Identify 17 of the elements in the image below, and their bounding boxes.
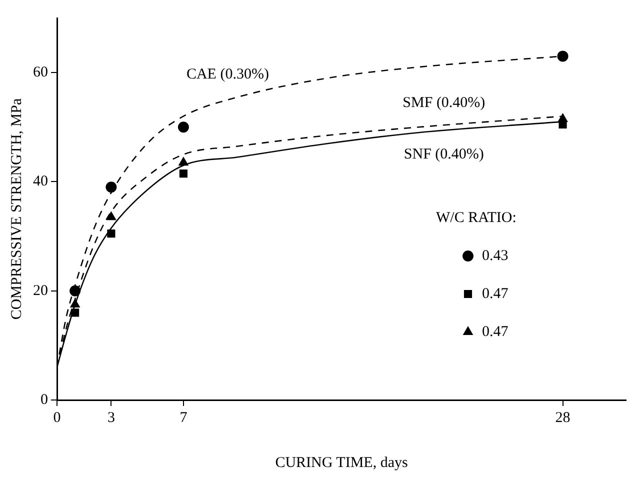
series-label: SNF (0.40%): [404, 146, 484, 163]
x-tick-label: 3: [107, 410, 115, 426]
x-tick-label: 7: [180, 410, 188, 426]
y-tick-label: 0: [40, 392, 48, 408]
legend-title: W/C RATIO:: [436, 210, 516, 226]
y-axis-title: COMPRESSIVE STRENGTH, MPa: [8, 98, 25, 320]
x-tick-label: 28: [555, 410, 570, 426]
y-tick-label: 40: [33, 174, 48, 190]
legend-label: 0.47: [482, 286, 509, 302]
x-tick-label: 0: [53, 410, 61, 426]
x-axis-title: CURING TIME, days: [275, 454, 408, 471]
y-tick-label: 20: [33, 282, 48, 299]
legend-label: 0.43: [482, 248, 508, 264]
legend-label: 0.47: [482, 324, 509, 340]
y-tick-label: 60: [33, 64, 48, 81]
series-label: CAE (0.30%): [186, 66, 269, 83]
series-label: SMF (0.40%): [402, 95, 486, 112]
